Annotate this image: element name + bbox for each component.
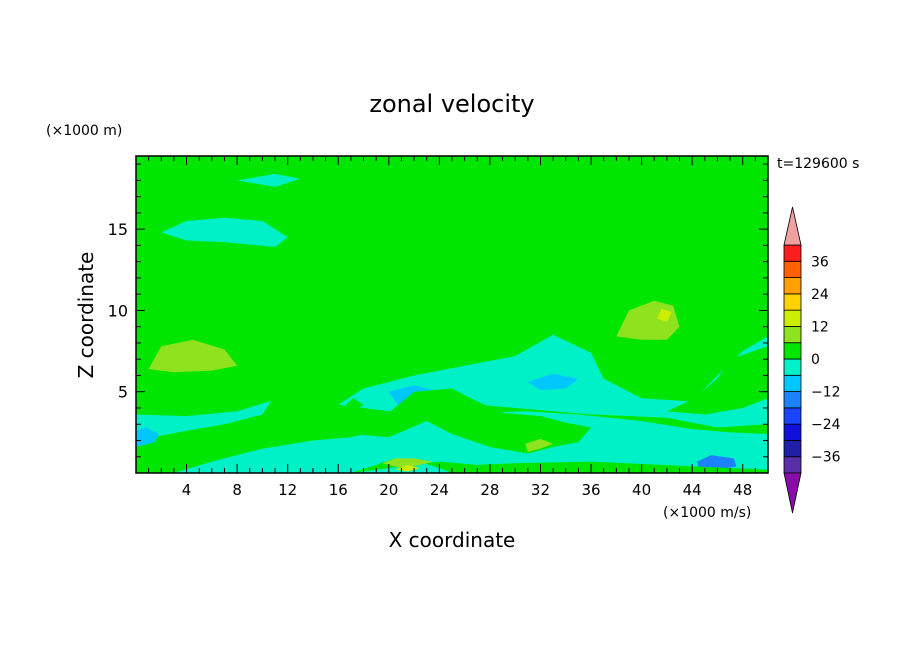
colorbar-swatch-9: [783, 309, 802, 327]
colorbar-swatch-1: [783, 440, 802, 458]
colorbar-swatch-13: [783, 244, 802, 262]
y-scale-label: (×1000 m): [46, 123, 122, 139]
contour-region-12: [350, 458, 768, 473]
colorbar-swatch-3: [783, 407, 802, 425]
contour-region-9: [697, 455, 737, 470]
x-tick-label: 20: [379, 481, 398, 499]
colorbar-swatch-11: [783, 277, 802, 295]
contour-region-16: [287, 372, 306, 389]
x-tick-label: 36: [581, 481, 600, 499]
x-tick-label: 32: [531, 481, 550, 499]
colorbar-swatch-10: [783, 293, 802, 311]
contour-region-4: [161, 217, 288, 247]
colorbar-swatch-8: [783, 326, 802, 344]
x-tick-label: 16: [329, 481, 348, 499]
colorbar-tick-label: 12: [811, 319, 829, 335]
contour-region-23: [656, 308, 672, 322]
colorbar-swatch-4: [783, 391, 802, 409]
colorbar-tick-label: 24: [811, 287, 829, 303]
y-axis-ticks: 5 10 15: [108, 163, 768, 458]
contour-region-8: [136, 427, 159, 447]
colorbar-tick-label: −24: [811, 417, 841, 433]
x-tick-label: 40: [632, 481, 651, 499]
contour-region-14: [666, 346, 768, 415]
contour-region-19: [382, 458, 433, 469]
colorbar: 36 24 12 0 −12 −24 −36: [783, 206, 841, 514]
colorbar-swatch-2: [783, 423, 802, 441]
colorbar-tick-label: 0: [811, 352, 820, 368]
x-tick-label: 8: [232, 481, 242, 499]
colorbar-swatch-0: [783, 456, 802, 474]
contour-region-17: [584, 186, 655, 199]
x-tick-label: 24: [430, 481, 449, 499]
contour-regions: [136, 156, 768, 473]
contour-region-1: [136, 411, 768, 473]
colorbar-extend-low: [783, 472, 802, 514]
contour-region-7: [527, 373, 579, 391]
contour-region-20: [525, 438, 554, 452]
chart-title: zonal velocity: [369, 90, 534, 118]
x-tick-label: 12: [278, 481, 297, 499]
contour-region-18: [148, 339, 238, 373]
colorbar-extend-high: [783, 206, 802, 246]
y-tick-label: 5: [118, 383, 128, 402]
contour-region-11: [275, 388, 591, 454]
x-axis-label: X coordinate: [389, 528, 516, 552]
x-tick-label: 28: [480, 481, 499, 499]
y-tick-label: 10: [108, 301, 128, 320]
colorbar-swatch-12: [783, 260, 802, 278]
y-axis-label: Z coordinate: [74, 252, 98, 379]
contour-region-15: [345, 398, 364, 413]
colorbar-swatch-6: [783, 358, 802, 376]
colorbar-tick-label: −36: [811, 450, 841, 466]
colorbar-swatch-7: [783, 342, 802, 360]
x-axis-ticks: 4 8 12 16 20 24 28 32 36 40 44 48: [148, 156, 756, 499]
x-tick-label: 44: [683, 481, 702, 499]
colorbar-tick-label: −12: [811, 385, 841, 401]
colorbar-tick-label: 36: [811, 254, 829, 270]
y-tick-label: 15: [108, 220, 128, 239]
contour-region-5: [237, 173, 301, 187]
colorbar-swatch-5: [783, 374, 802, 392]
x-tick-label: 4: [182, 481, 192, 499]
x-tick-label: 48: [733, 481, 752, 499]
time-label: t=129600 s: [777, 156, 859, 172]
x-scale-label: (×1000 m/s): [663, 505, 751, 521]
